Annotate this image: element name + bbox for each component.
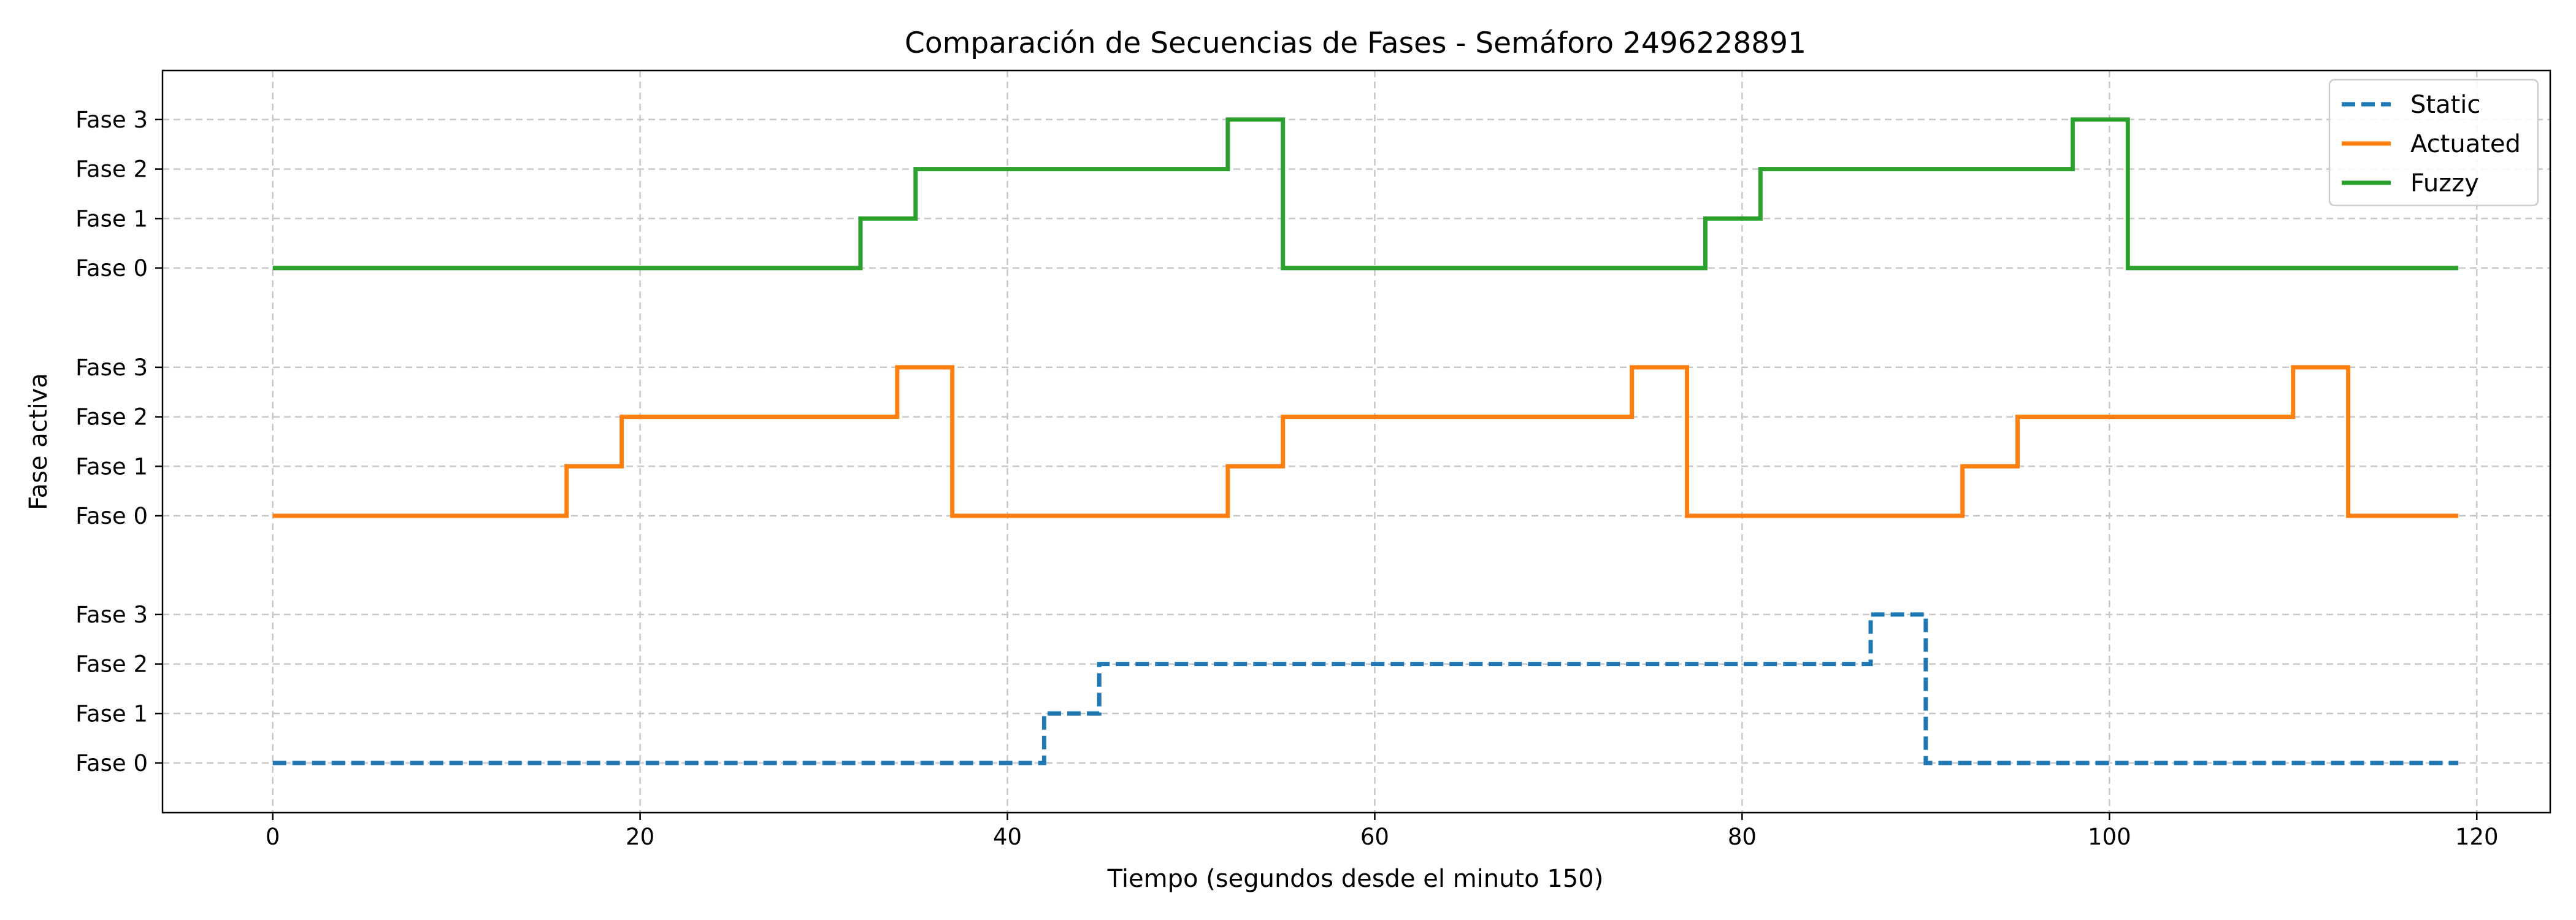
- x-tick-label: 60: [1360, 824, 1389, 850]
- y-tick-label: Fase 3: [75, 355, 148, 381]
- legend-label-actuated: Actuated: [2410, 130, 2521, 158]
- y-tick-label: Fase 2: [75, 156, 148, 183]
- x-tick-label: 20: [626, 824, 654, 850]
- y-tick-label: Fase 0: [75, 255, 148, 282]
- chart-title: Comparación de Secuencias de Fases - Sem…: [905, 26, 1806, 60]
- legend-label-static: Static: [2410, 91, 2480, 119]
- series-line-actuated: [272, 365, 2459, 518]
- x-axis-title: Tiempo (segundos desde el minuto 150): [1107, 865, 1604, 893]
- y-tick-label: Fase 0: [75, 750, 148, 776]
- y-tick-label: Fase 2: [75, 651, 148, 678]
- x-tick-label: 100: [2088, 824, 2131, 850]
- y-tick-label: Fase 2: [75, 404, 148, 431]
- series-lines: [272, 117, 2459, 765]
- x-tick-label: 0: [266, 824, 280, 850]
- series-line-static: [272, 612, 2459, 765]
- y-tick-label: Fase 1: [75, 700, 148, 727]
- legend-label-fuzzy: Fuzzy: [2410, 169, 2479, 197]
- x-tick-label: 80: [1728, 824, 1757, 850]
- y-tick-label: Fase 3: [75, 602, 148, 628]
- legend: Static Actuated Fuzzy: [2328, 79, 2539, 207]
- y-tick-label: Fase 0: [75, 503, 148, 529]
- x-tick-label: 40: [993, 824, 1022, 850]
- legend-box: [2328, 79, 2539, 207]
- y-tick-label: Fase 1: [75, 205, 148, 232]
- axis-ticks: 0 20 40 60 80 100 120 Fase 0 Fase 1 Fase 2 Fase 3 F…: [75, 107, 2498, 850]
- y-tick-label: Fase 1: [75, 453, 148, 480]
- series-line-fuzzy: [272, 117, 2459, 270]
- y-axis-title: Fase activa: [25, 373, 53, 510]
- plot-frame: [161, 69, 2551, 814]
- x-tick-label: 120: [2455, 824, 2499, 850]
- y-tick-label: Fase 3: [75, 107, 148, 133]
